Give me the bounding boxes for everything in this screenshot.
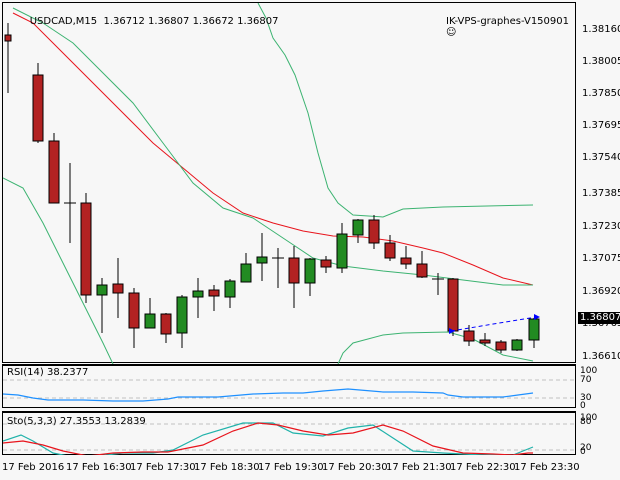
time-tick: 17 Feb 18:30 [194,462,260,473]
price-tick: 1.36610 [582,351,620,362]
rsi-label: RSI(14) 38.2377 [7,367,89,378]
upper-band-line [257,3,534,218]
moving-average-line [12,12,534,286]
time-tick: 17 Feb 19:30 [258,462,324,473]
time-tick: 17 Feb 20:30 [322,462,388,473]
price-tick: 1.38005 [582,56,620,67]
time-tick: 17 Feb 2016 [2,462,65,473]
watermark: IK-VPS-graphes-V150901 ☺ [433,5,569,49]
symbol-timeframe: USDCAD,M15 [29,16,98,27]
price-tick: 1.37385 [582,188,620,199]
time-tick: 17 Feb 22:30 [450,462,516,473]
price-tick: 1.37540 [582,152,620,163]
time-tick: 17 Feb 16:30 [66,462,132,473]
price-tick: 1.37695 [582,120,620,131]
stochastic-canvas [3,422,577,455]
symbol-label: USDCAD,M15 1.36712 1.36807 1.36672 1.368… [17,5,279,38]
trendline [450,316,537,332]
sto-level: 100 [580,413,598,423]
price-tick: 1.37850 [582,88,620,99]
rsi-level: 70 [580,375,592,385]
rsi-panel[interactable]: RSI(14) 38.2377 [2,364,577,408]
price-tick: 1.36920 [582,286,620,297]
stochastic-signal-line [3,422,533,455]
price-chart-canvas[interactable] [3,3,577,364]
stochastic-panel[interactable]: Sto(5,3,3) 27.3553 13.2839 [2,411,577,455]
ohlc-values: 1.36712 1.36807 1.36672 1.36807 [103,16,279,27]
time-tick: 17 Feb 21:30 [386,462,452,473]
lower-band-line [3,177,114,364]
stochastic-label: Sto(5,3,3) 27.3553 13.2839 [7,416,146,427]
sto-level: 80 [580,417,592,427]
rsi-level: 100 [580,366,598,376]
trendline-anchor-start [449,328,455,334]
sto-level: 20 [580,443,592,453]
time-tick: 17 Feb 23:30 [514,462,580,473]
rsi-level: 30 [580,393,592,403]
price-tick: 1.37075 [582,253,620,264]
smiley-icon: ☺ [446,27,457,38]
rsi-level: 0 [580,401,586,411]
stochastic-main-line [3,422,534,455]
mid-band-line [12,7,533,286]
candles [4,23,540,353]
sto-level: 0 [580,447,586,457]
price-chart-panel[interactable]: USDCAD,M15 1.36712 1.36807 1.36672 1.368… [2,2,577,364]
rsi-line [3,388,534,402]
price-tick: 1.38160 [582,24,620,35]
price-tick: 1.37230 [582,221,620,232]
time-tick: 17 Feb 17:30 [130,462,196,473]
current-price-tag: 1.36807 [578,312,620,324]
trendline-anchor-end [534,314,540,320]
rsi-canvas [3,379,577,402]
watermark-text: IK-VPS-graphes-V150901 [446,16,569,27]
